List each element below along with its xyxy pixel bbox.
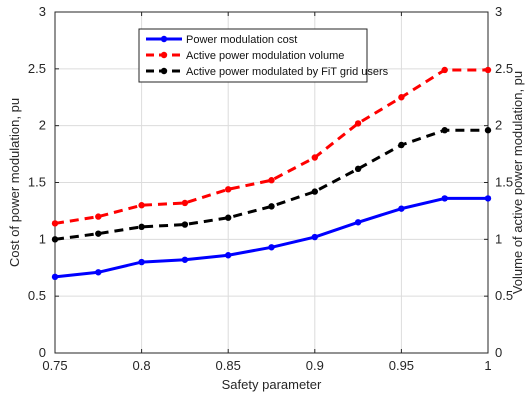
y-right-tick-label: 0 (495, 345, 502, 360)
data-point (95, 269, 102, 276)
data-point (51, 220, 59, 227)
legend: Power modulation cost Active power modula… (138, 28, 389, 83)
axes: 0.75 0.8 0.85 0.9 0.95 100.511.522.5300.511.5… (28, 4, 513, 373)
data-point (181, 256, 189, 263)
data-point (138, 223, 145, 231)
data-point (354, 120, 362, 127)
y-left-tick-label: 2.5 (28, 61, 46, 76)
data-point (311, 154, 318, 161)
y-left-tick-label: 1.5 (28, 175, 46, 190)
data-point (51, 273, 59, 281)
y-left-tick-label: 3 (39, 4, 46, 19)
data-point (225, 214, 232, 221)
x-tick-label: 1 (484, 358, 491, 373)
y-right-tick-label: 1 (495, 231, 502, 246)
data-point (95, 230, 102, 237)
data-point (268, 244, 275, 251)
data-point (398, 141, 405, 149)
series-2 (51, 127, 492, 243)
series-layer (51, 66, 492, 281)
data-point (484, 195, 492, 202)
x-tick-label: 0.9 (306, 358, 324, 373)
data-point (181, 221, 189, 228)
data-point (138, 202, 145, 209)
y-left-tick-label: 1 (39, 231, 46, 246)
data-point (95, 213, 102, 220)
data-point (441, 66, 448, 74)
x-tick-label: 0.95 (389, 358, 414, 373)
x-tick-label: 0.75 (42, 358, 67, 373)
y-left-tick-label: 0 (39, 345, 46, 360)
y-left-tick-label: 0.5 (28, 288, 46, 303)
y-left-tick-label: 2 (39, 118, 46, 133)
data-point (354, 219, 362, 226)
data-point (181, 199, 189, 207)
data-point (484, 66, 492, 74)
y-right-tick-label: 0.5 (495, 288, 513, 303)
data-point (441, 127, 448, 134)
data-point (225, 252, 232, 259)
data-point (268, 177, 275, 184)
legend-label: Power modulation cost (186, 34, 297, 46)
y-right-tick-label: 1.5 (495, 175, 513, 190)
data-point (138, 258, 145, 266)
y-axis-left-title: Cost of power modulation, pu (7, 98, 22, 267)
y-right-tick-label: 2 (495, 118, 502, 133)
data-point (484, 127, 492, 134)
data-point (225, 186, 232, 193)
x-axis-title: Safety parameter (222, 377, 322, 392)
y-axis-right-title: Volume of active power modulation, pu (510, 71, 525, 294)
legend-swatch-marker (160, 51, 168, 59)
data-point (398, 94, 405, 101)
data-point (311, 233, 318, 241)
data-point (51, 236, 59, 243)
y-right-tick-label: 2.5 (495, 61, 513, 76)
series-line (54, 68, 488, 225)
series-1 (51, 66, 492, 227)
plot-frame (54, 11, 489, 354)
x-tick-label: 0.85 (216, 358, 241, 373)
legend-label: Active power modulation volume (186, 50, 344, 62)
series-line (54, 128, 488, 241)
data-point (354, 165, 362, 173)
series-0 (51, 195, 492, 281)
data-point (268, 203, 275, 210)
data-point (398, 205, 405, 212)
x-tick-label: 0.8 (133, 358, 151, 373)
data-point (311, 188, 318, 195)
y-right-tick-label: 3 (495, 4, 502, 19)
legend-swatch-marker (160, 35, 168, 43)
data-point (441, 195, 448, 202)
legend-swatch-marker (160, 67, 168, 75)
legend-label: Active power modulated by FiT grid users (186, 66, 389, 78)
